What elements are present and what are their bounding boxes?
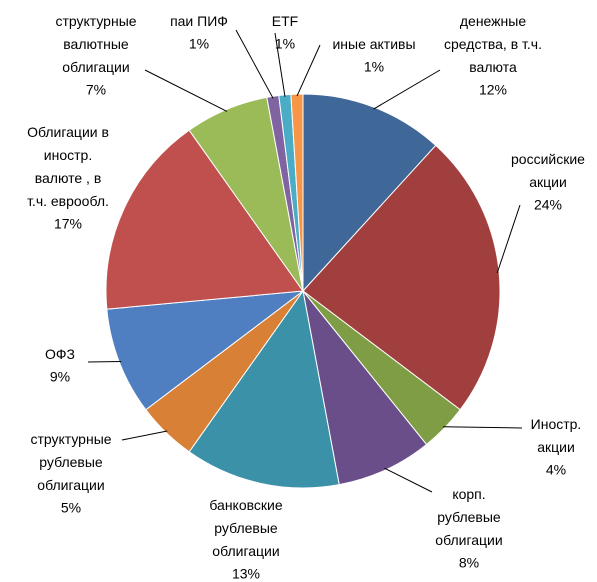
leader-line — [296, 44, 321, 97]
slice-label: структурные валютные облигации — [55, 13, 136, 75]
slice-value-label: 5% — [61, 500, 81, 516]
leader-line — [384, 467, 433, 493]
pie-slice — [302, 93, 437, 293]
slice-label: паи ПИФ — [170, 13, 228, 29]
slice-label: банковские рублевые облигации — [209, 497, 283, 559]
leader-line — [235, 29, 274, 99]
slice-value-label: 1% — [189, 36, 209, 52]
leader-line — [442, 426, 523, 429]
slice-label: ETF — [272, 13, 298, 29]
slice-value-label: 1% — [364, 59, 384, 75]
leader-line — [144, 69, 228, 112]
pie-slice — [106, 290, 305, 411]
pie-slice — [302, 144, 501, 411]
slice-label: Иностр. акции — [531, 416, 582, 455]
slice-value-label: 9% — [50, 369, 70, 385]
leader-line — [496, 204, 521, 274]
slice-value-label: 13% — [232, 566, 260, 582]
pie-slice — [188, 289, 340, 489]
slice-value-label: 1% — [275, 36, 295, 52]
slice-value-label: 17% — [54, 216, 82, 232]
slice-value-label: 8% — [459, 555, 479, 571]
slice-label: иные активы — [332, 36, 415, 52]
slice-label: денежные средства, в т.ч. валюта — [444, 13, 542, 75]
slice-label: российские акции — [511, 151, 585, 190]
slice-label: Облигации в иностр. валюте , в т.ч. еврообл… — [27, 124, 109, 209]
slice-value-label: 7% — [86, 82, 106, 98]
slice-value-label: 12% — [479, 82, 507, 98]
pie-slice — [290, 93, 304, 292]
pie-slice — [105, 129, 304, 310]
slice-label: структурные рублевые облигации — [30, 431, 111, 493]
leader-line — [121, 430, 168, 441]
leader-line — [87, 360, 122, 363]
slice-value-label: 24% — [534, 197, 562, 213]
leader-line — [274, 32, 286, 97]
pie-slice — [302, 290, 428, 486]
slice-value-label: 4% — [546, 462, 566, 478]
leader-line — [373, 69, 441, 110]
slice-label: ОФЗ — [45, 346, 75, 362]
slice-label: корп. рублевые облигации — [435, 486, 502, 548]
